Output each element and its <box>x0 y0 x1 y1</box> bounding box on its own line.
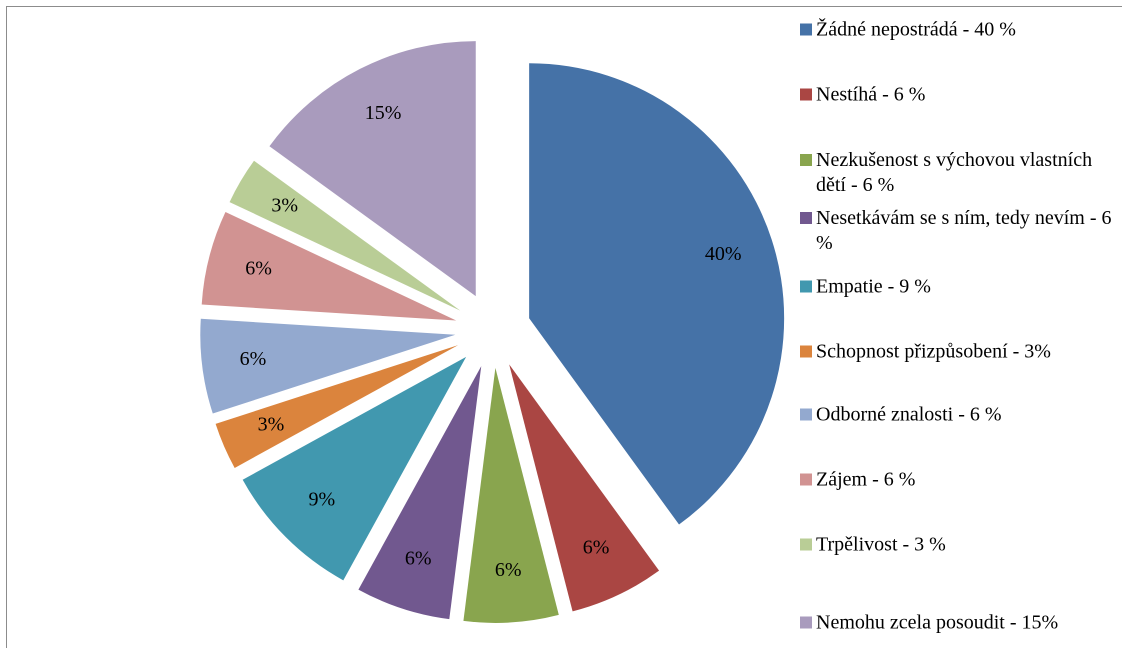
pie-slice <box>269 41 476 297</box>
legend-item: Trpělivost - 3 % <box>800 533 1112 558</box>
pie-slice <box>509 364 660 612</box>
legend-label: Nemohu zcela posoudit - 15% <box>816 611 1059 634</box>
pie-slice <box>463 367 559 623</box>
legend-item: Nesetkávám se s ním, tedy nevím - 6 % <box>800 206 1112 256</box>
legend-item: Nestíhá - 6 % <box>800 83 1112 108</box>
pie-slice <box>215 345 459 468</box>
data-label: 9% <box>309 489 336 511</box>
legend-swatch <box>800 280 812 293</box>
legend-label: Trpělivost - 3 % <box>816 533 946 556</box>
pie-slice <box>200 318 456 414</box>
legend-label: Nesetkávám se s ním, tedy nevím - 6 % <box>816 207 1112 254</box>
legend-label: Odborné znalosti - 6 % <box>816 403 1002 426</box>
legend-swatch <box>800 345 812 358</box>
data-label: 6% <box>583 537 610 559</box>
legend-item: Nezkušenost s výchovou vlastních dětí - … <box>800 148 1112 198</box>
legend-item: Nemohu zcela posoudit - 15% <box>800 611 1112 636</box>
legend-item: Zájem - 6 % <box>800 468 1112 493</box>
legend-label: Nestíhá - 6 % <box>816 83 926 106</box>
data-label: 3% <box>271 194 298 216</box>
data-label: 6% <box>240 348 267 370</box>
legend-swatch <box>800 616 812 629</box>
data-label: 6% <box>495 559 522 581</box>
legend-label: Žádné nepostrádá - 40 % <box>816 18 1016 41</box>
legend-item: Žádné nepostrádá - 40 % <box>800 18 1112 43</box>
legend-item: Odborné znalosti - 6 % <box>800 403 1112 428</box>
pie-slice <box>229 160 461 311</box>
legend-label: Empatie - 9 % <box>816 275 931 298</box>
pie-slice <box>529 63 785 525</box>
pie-slice <box>358 366 482 620</box>
data-label: 40% <box>705 243 742 265</box>
legend-item: Schopnost přizpůsobení - 3% <box>800 340 1112 365</box>
legend-item: Empatie - 9 % <box>800 275 1112 300</box>
legend-label: Zájem - 6 % <box>816 468 916 491</box>
legend-label: Nezkušenost s výchovou vlastních dětí - … <box>816 149 1093 196</box>
legend-swatch <box>800 154 812 166</box>
data-label: 6% <box>245 257 272 279</box>
legend-swatch <box>800 408 812 421</box>
legend-swatch <box>800 23 812 36</box>
data-label: 15% <box>365 102 402 124</box>
data-label: 3% <box>258 414 285 436</box>
legend-swatch <box>800 473 812 486</box>
pie-slice <box>242 356 467 581</box>
pie-slice <box>201 211 457 321</box>
legend-label: Schopnost přizpůsobení - 3% <box>816 340 1051 363</box>
legend-swatch <box>800 538 812 551</box>
chart-border <box>6 6 1122 648</box>
legend-swatch <box>800 88 812 101</box>
data-label: 6% <box>405 548 432 570</box>
legend-swatch <box>800 212 812 224</box>
